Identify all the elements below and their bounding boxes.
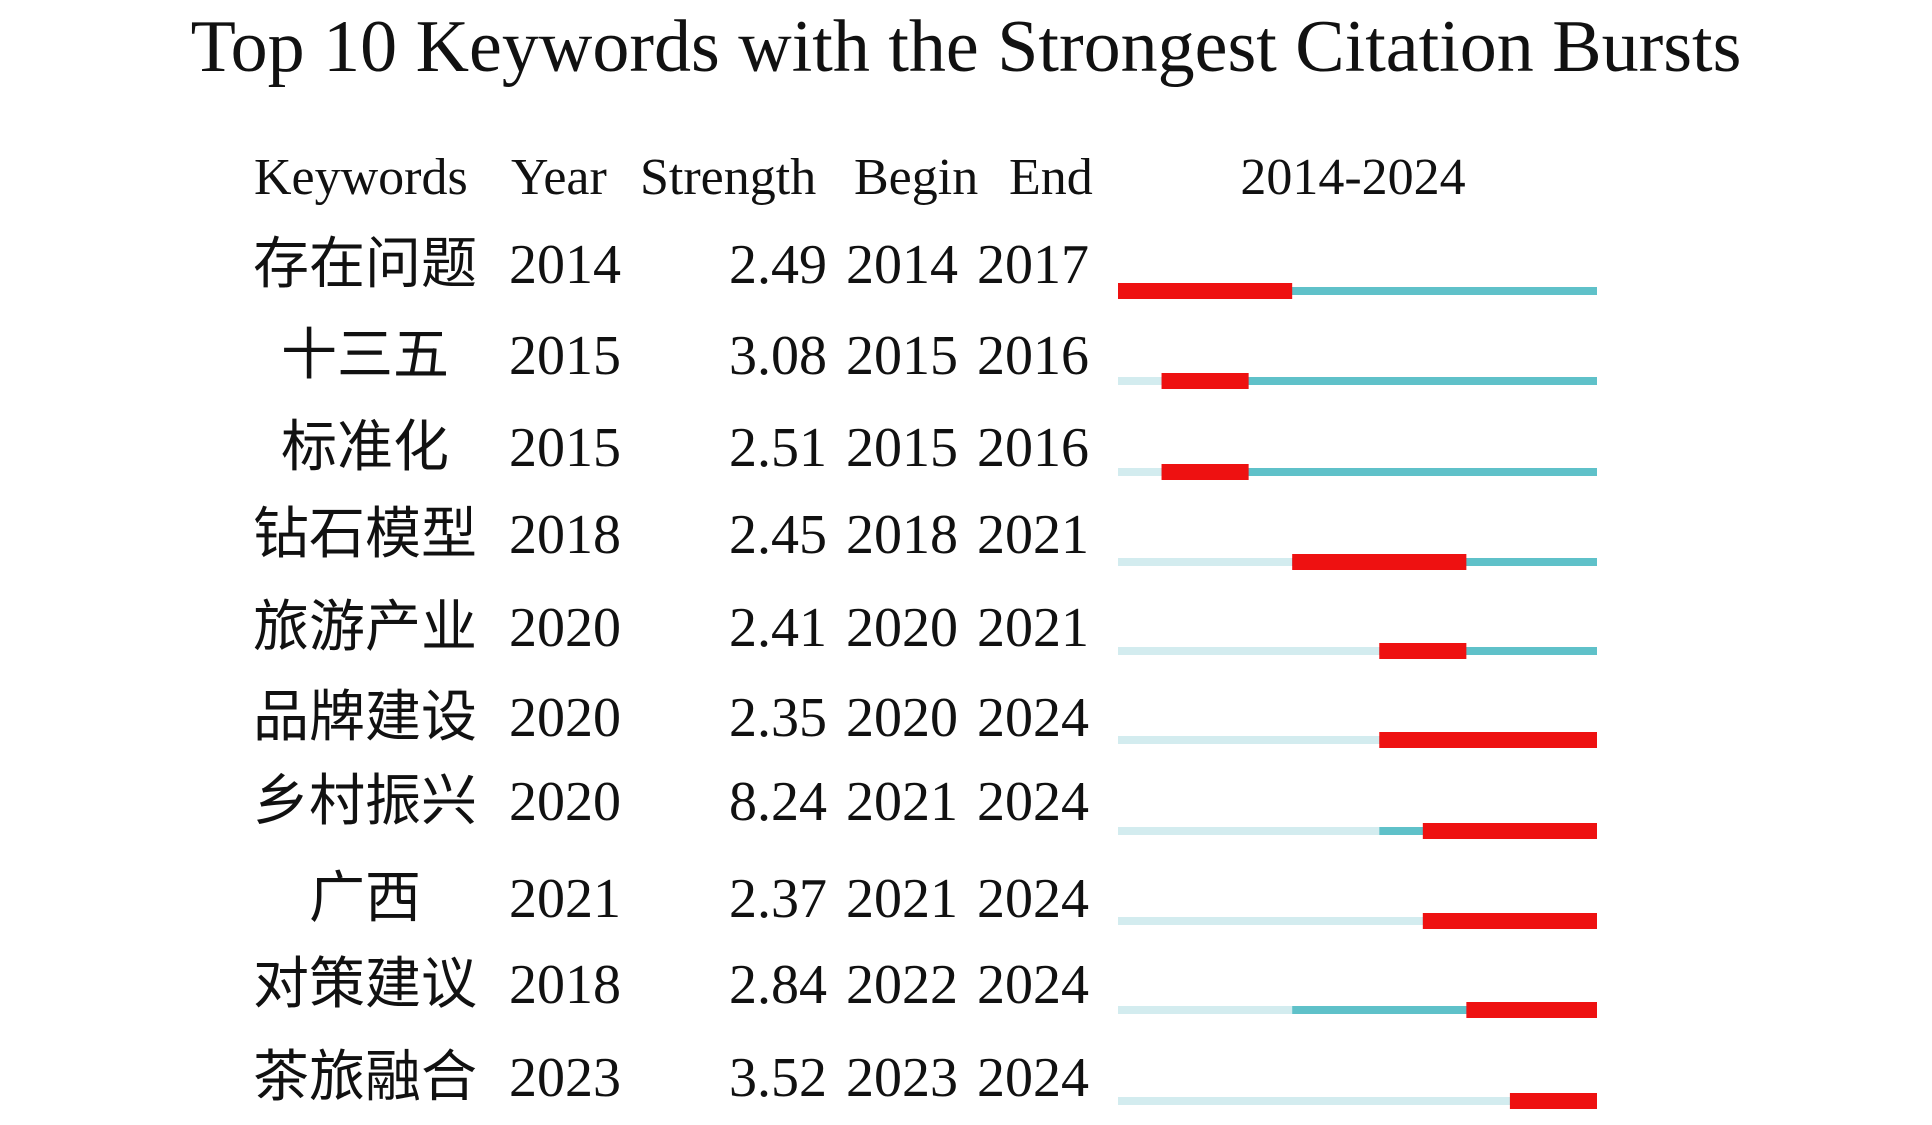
- burst-segment: [1422, 913, 1597, 929]
- keyword: 对策建议: [253, 954, 477, 1016]
- burst-segment: [1118, 283, 1293, 299]
- year: 2020: [509, 687, 621, 749]
- keyword: 存在问题: [253, 234, 477, 296]
- before-segment: [1118, 917, 1423, 925]
- timeline-header: 2014-2024: [1240, 149, 1465, 206]
- burst-segment: [1379, 732, 1597, 748]
- keyword: 旅游产业: [253, 597, 477, 659]
- keyword: 茶旅融合: [253, 1047, 477, 1109]
- end: 2016: [977, 325, 1089, 387]
- begin: 2018: [846, 504, 958, 566]
- end: 2021: [977, 597, 1089, 659]
- strength: 8.24: [729, 771, 827, 833]
- burst-segment: [1161, 373, 1249, 389]
- active-segment: [1292, 1006, 1597, 1014]
- end: 2024: [977, 687, 1089, 749]
- year: 2018: [509, 954, 621, 1016]
- keyword: 钻石模型: [253, 504, 477, 566]
- end: 2016: [977, 417, 1089, 479]
- strength: 2.84: [729, 954, 827, 1016]
- begin: 2021: [846, 868, 958, 930]
- strength: 2.49: [729, 234, 827, 296]
- column-header: Year: [511, 149, 607, 206]
- burst-segment: [1161, 464, 1249, 480]
- year: 2018: [509, 504, 621, 566]
- keyword: 乡村振兴: [253, 771, 477, 833]
- year: 2014: [509, 234, 621, 296]
- strength: 3.08: [729, 325, 827, 387]
- end: 2021: [977, 504, 1089, 566]
- begin: 2014: [846, 234, 958, 296]
- column-header: End: [1009, 149, 1093, 206]
- before-segment: [1118, 558, 1293, 566]
- strength: 2.35: [729, 687, 827, 749]
- burst-segment: [1292, 554, 1467, 570]
- keyword: 广西: [309, 868, 421, 930]
- year: 2023: [509, 1047, 621, 1109]
- active-segment: [1161, 377, 1597, 385]
- chart-title: Top 10 Keywords with the Strongest Citat…: [191, 6, 1742, 88]
- active-segment: [1161, 468, 1597, 476]
- year: 2020: [509, 771, 621, 833]
- end: 2017: [977, 234, 1089, 296]
- strength: 3.52: [729, 1047, 827, 1109]
- before-segment: [1118, 1006, 1293, 1014]
- strength: 2.41: [729, 597, 827, 659]
- strength: 2.51: [729, 417, 827, 479]
- before-segment: [1118, 647, 1380, 655]
- end: 2024: [977, 868, 1089, 930]
- end: 2024: [977, 954, 1089, 1016]
- burst-segment: [1466, 1002, 1597, 1018]
- before-segment: [1118, 1097, 1510, 1105]
- begin: 2020: [846, 687, 958, 749]
- burst-segment: [1509, 1093, 1597, 1109]
- begin: 2015: [846, 417, 958, 479]
- strength: 2.37: [729, 868, 827, 930]
- begin: 2015: [846, 325, 958, 387]
- begin: 2021: [846, 771, 958, 833]
- burst-segment: [1379, 643, 1467, 659]
- before-segment: [1118, 827, 1380, 835]
- year: 2015: [509, 325, 621, 387]
- column-header: Strength: [640, 149, 816, 206]
- strength: 2.45: [729, 504, 827, 566]
- active-segment: [1118, 287, 1597, 295]
- end: 2024: [977, 771, 1089, 833]
- begin: 2020: [846, 597, 958, 659]
- end: 2024: [977, 1047, 1089, 1109]
- year: 2021: [509, 868, 621, 930]
- begin: 2023: [846, 1047, 958, 1109]
- before-segment: [1118, 736, 1380, 744]
- before-segment: [1118, 468, 1162, 476]
- keyword: 标准化: [281, 417, 449, 479]
- keyword: 十三五: [281, 325, 449, 387]
- burst-segment: [1422, 823, 1597, 839]
- keyword: 品牌建设: [253, 687, 477, 749]
- year: 2020: [509, 597, 621, 659]
- begin: 2022: [846, 954, 958, 1016]
- year: 2015: [509, 417, 621, 479]
- column-header: Begin: [854, 149, 978, 206]
- before-segment: [1118, 377, 1162, 385]
- active-segment: [1379, 647, 1597, 655]
- column-header: Keywords: [254, 149, 468, 206]
